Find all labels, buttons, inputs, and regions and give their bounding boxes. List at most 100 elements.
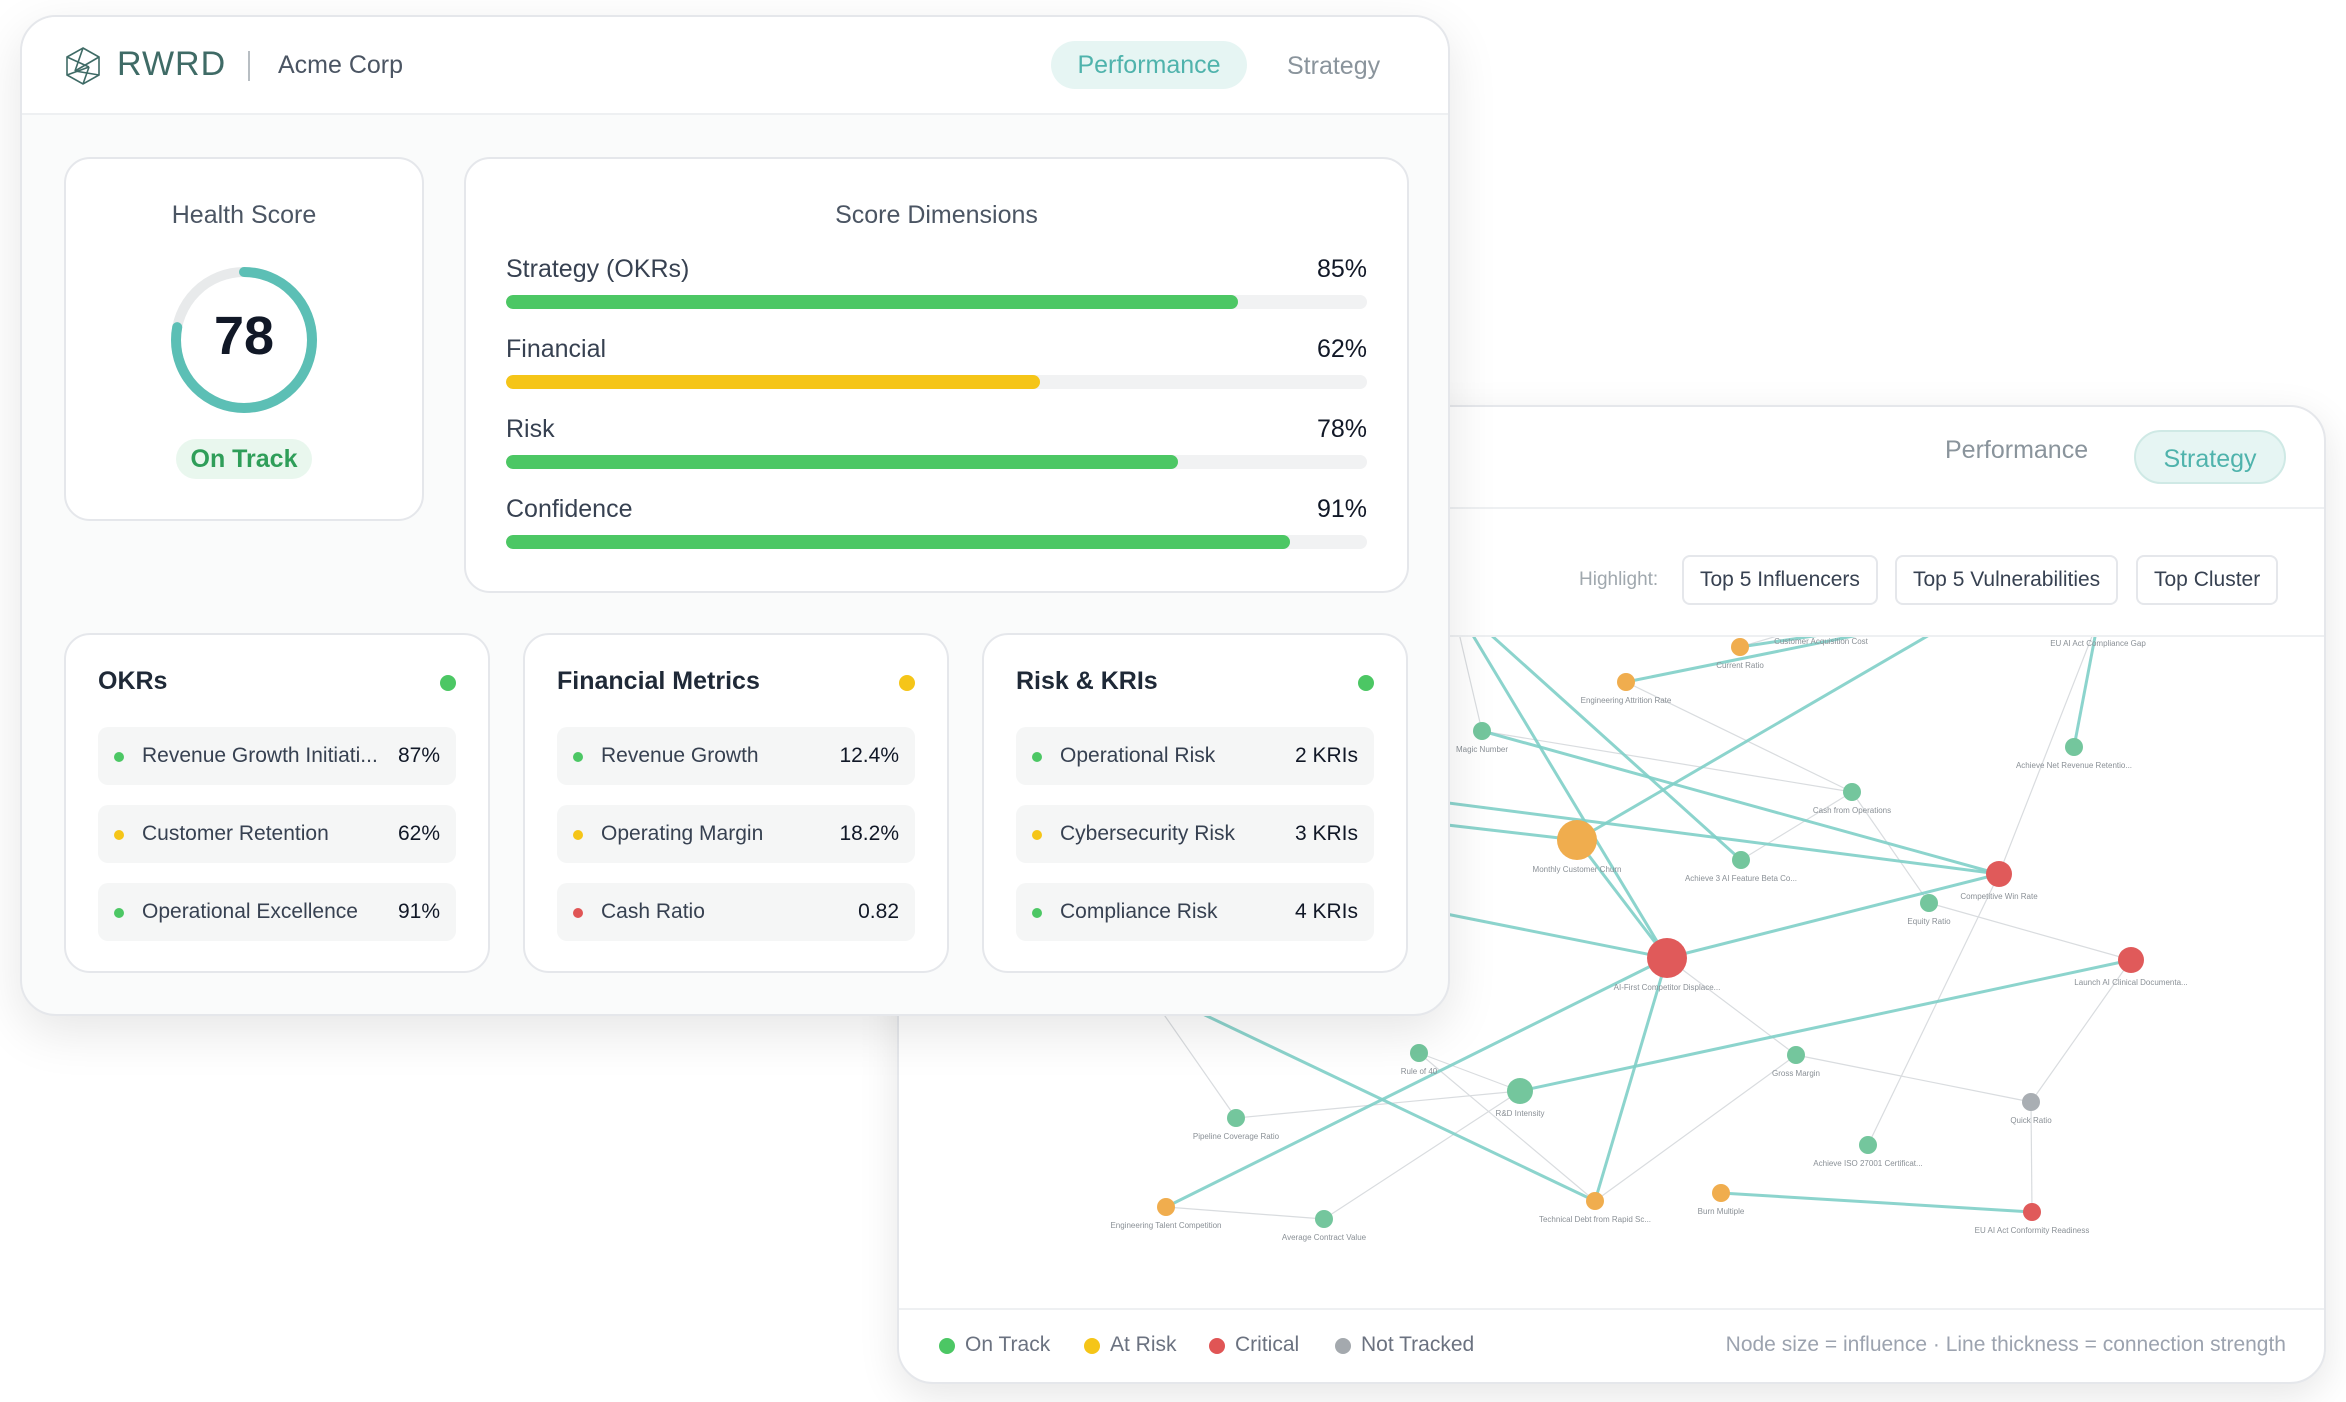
graph-node-nrr[interactable]: Achieve Net Revenue Retentio... (2016, 738, 2132, 770)
graph-node-circle[interactable] (1986, 861, 2012, 887)
card-status-dot (899, 675, 915, 691)
graph-node-circle[interactable] (1617, 673, 1635, 691)
graph-node-circle[interactable] (1473, 722, 1491, 740)
graph-node-churn[interactable]: Monthly Customer Churn (1533, 820, 1622, 874)
graph-node-circle[interactable] (1157, 1198, 1175, 1216)
graph-node-label: Monthly Customer Churn (1533, 865, 1622, 874)
graph-edge-strong (1666, 872, 2000, 960)
tab-performance[interactable]: Performance (1051, 41, 1247, 89)
metric-row[interactable]: Operating Margin 18.2% (557, 805, 915, 863)
graph-node-rnd[interactable]: R&D Intensity (1496, 1078, 1545, 1118)
dimension-value: 62% (1316, 335, 1367, 363)
graph-node-ai-comp[interactable]: AI-First Competitor Displace... (1614, 938, 1721, 992)
graph-node-label: EU AI Act Compliance Gap (2050, 639, 2146, 648)
graph-node-rule40[interactable]: Rule of 40 (1401, 1044, 1438, 1076)
graph-node-talent[interactable]: Engineering Talent Competition (1110, 1198, 1222, 1230)
top-influencers-button[interactable]: Top 5 Influencers (1682, 555, 1878, 605)
graph-edge-strong (1593, 957, 1669, 1202)
tab-strategy[interactable]: Strategy (1287, 52, 1381, 80)
graph-node-circle[interactable] (1557, 820, 1597, 860)
rwrd-logo-icon (66, 47, 100, 85)
graph-edge-strong (1519, 958, 2132, 1093)
graph-edge-weak (1666, 957, 1797, 1056)
top-vulnerabilities-button[interactable]: Top 5 Vulnerabilities (1895, 555, 2119, 605)
graph-node-circle[interactable] (2065, 738, 2083, 756)
graph-node-circle[interactable] (2022, 1093, 2040, 1111)
metric-row[interactable]: Revenue Growth 12.4% (557, 727, 915, 785)
dimension-label: Risk (506, 415, 555, 443)
graph-node-cac[interactable]: Customer Acquisition Cost (1774, 637, 1869, 646)
graph-node-circle[interactable] (1843, 783, 1861, 801)
dimension-value: 85% (1316, 255, 1367, 283)
tab-performance[interactable]: Performance (1945, 436, 2089, 464)
graph-node-burn[interactable]: Burn Multiple (1698, 1184, 1745, 1216)
metric-value: 0.82 (858, 900, 899, 923)
graph-node-circle[interactable] (1787, 1046, 1805, 1064)
dimension-progress-track (506, 295, 1367, 309)
graph-node-circle[interactable] (1920, 894, 1938, 912)
graph-node-circle[interactable] (1732, 851, 1750, 869)
metric-row[interactable]: Revenue Growth Initiati... 87% (98, 727, 456, 785)
okrs-card: OKRs Revenue Growth Initiati... 87% Custome… (64, 633, 490, 973)
graph-node-beta[interactable]: Achieve 3 AI Feature Beta Co... (1685, 851, 1797, 883)
graph-edge-strong (1481, 729, 2000, 876)
graph-node-circle[interactable] (2118, 947, 2144, 973)
graph-edge-strong (1165, 956, 1668, 1209)
dimension-progress-fill (506, 295, 1238, 309)
graph-node-techdebt[interactable]: Technical Debt from Rapid Sc... (1539, 1192, 1651, 1224)
graph-edge-strong (1143, 984, 1596, 1203)
dimension-progress-fill (506, 375, 1040, 389)
company-name: Acme Corp (278, 51, 404, 79)
graph-node-circle[interactable] (1859, 1136, 1877, 1154)
metric-row[interactable]: Operational Risk 2 KRIs (1016, 727, 1374, 785)
top-cluster-button[interactable]: Top Cluster (2136, 555, 2279, 605)
card-title: Financial Metrics (557, 667, 760, 695)
metric-row[interactable]: Operational Excellence 91% (98, 883, 456, 941)
metric-status-dot (114, 752, 124, 762)
graph-node-gross[interactable]: Gross Margin (1772, 1046, 1820, 1078)
graph-node-circle[interactable] (1507, 1078, 1533, 1104)
graph-node-label: Burn Multiple (1698, 1207, 1745, 1216)
performance-window: RWRD Acme Corp Performance Strategy Heal… (20, 15, 1450, 1016)
graph-node-circle[interactable] (1712, 1184, 1730, 1202)
graph-node-magic[interactable]: Magic Number (1456, 722, 1508, 754)
graph-node-winrate[interactable]: Competitive Win Rate (1960, 861, 2038, 901)
metric-label: Compliance Risk (1060, 900, 1218, 923)
graph-node-circle[interactable] (1586, 1192, 1604, 1210)
graph-node-eu-gap[interactable]: EU AI Act Compliance Gap (2050, 637, 2146, 648)
graph-node-circle[interactable] (1647, 938, 1687, 978)
graph-node-acv[interactable]: Average Contract Value (1282, 1210, 1367, 1242)
metric-row[interactable]: Cybersecurity Risk 3 KRIs (1016, 805, 1374, 863)
graph-node-label: Equity Ratio (1907, 917, 1951, 926)
graph-node-circle[interactable] (1731, 638, 1749, 656)
graph-edge-strong (1490, 637, 1743, 862)
graph-node-circle[interactable] (1410, 1044, 1428, 1062)
graph-node-attrition[interactable]: Engineering Attrition Rate (1581, 673, 1672, 705)
metric-row[interactable]: Compliance Risk 4 KRIs (1016, 883, 1374, 941)
graph-node-iso[interactable]: Achieve ISO 27001 Certificat... (1813, 1136, 1923, 1168)
graph-node-pipeline[interactable]: Pipeline Coverage Ratio (1193, 1109, 1280, 1141)
graph-node-equity[interactable]: Equity Ratio (1907, 894, 1951, 926)
card-title: OKRs (98, 667, 168, 695)
graph-legend: On Track At Risk Critical Not Tracked No… (899, 1308, 2324, 1382)
graph-node-label: Engineering Talent Competition (1110, 1221, 1221, 1230)
graph-node-label: Rule of 40 (1401, 1067, 1438, 1076)
graph-node-eu-ready[interactable]: EU AI Act Conformity Readiness (1975, 1203, 2090, 1235)
metric-row[interactable]: Cash Ratio 0.82 (557, 883, 915, 941)
graph-node-circle[interactable] (2023, 1203, 2041, 1221)
graph-node-circle[interactable] (1227, 1109, 1245, 1127)
graph-node-label: AI-First Competitor Displace... (1614, 983, 1721, 992)
graph-node-quick[interactable]: Quick Ratio (2010, 1093, 2052, 1125)
graph-node-label: Cash from Operations (1813, 806, 1891, 815)
graph-node-launch-ai[interactable]: Launch AI Clinical Documenta... (2074, 947, 2188, 987)
graph-node-current-ratio[interactable]: Current Ratio (1716, 638, 1764, 670)
graph-node-label: EU AI Act Conformity Readiness (1975, 1226, 2090, 1235)
metric-row[interactable]: Customer Retention 62% (98, 805, 456, 863)
tab-strategy[interactable]: Strategy (2134, 430, 2286, 484)
graph-node-circle[interactable] (1315, 1210, 1333, 1228)
graph-node-cfo[interactable]: Cash from Operations (1813, 783, 1891, 815)
metric-value: 91% (397, 900, 440, 923)
dimension-value: 78% (1316, 415, 1367, 443)
graph-edge-weak (2030, 959, 2132, 1103)
health-score-gauge (171, 267, 317, 413)
